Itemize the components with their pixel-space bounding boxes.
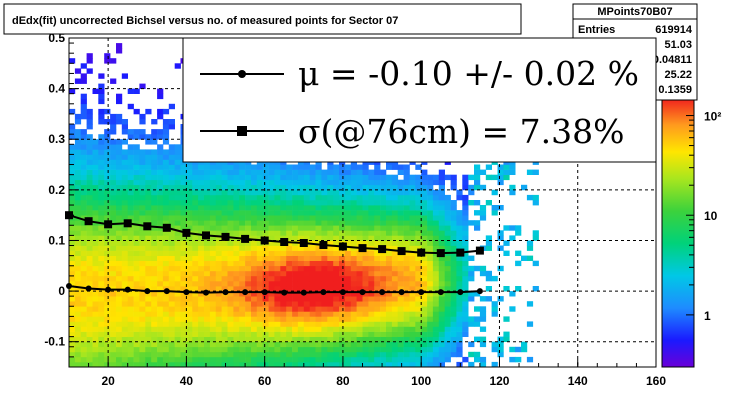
y-tick-label: 0.3: [48, 132, 65, 146]
data-point-mean: [476, 288, 483, 295]
stats-box-name: MPoints70B07: [597, 6, 672, 18]
stats-value: 51.03: [664, 39, 692, 51]
x-tick-label: 160: [646, 374, 666, 388]
data-point-sigma: [84, 217, 93, 226]
data-point-mean: [398, 289, 405, 296]
data-point-sigma: [143, 222, 152, 231]
x-tick-label: 140: [568, 374, 588, 388]
series-line-sigma: [68, 214, 481, 255]
stats-value: 25.22: [664, 69, 692, 81]
data-point-sigma: [475, 246, 484, 255]
stats-label: Entries: [578, 24, 615, 36]
data-point-mean: [359, 289, 366, 296]
x-tick-label: 120: [489, 374, 509, 388]
data-point-mean: [437, 289, 444, 296]
data-point-mean: [183, 289, 190, 296]
x-tick-label: 60: [258, 374, 272, 388]
data-point-mean: [300, 289, 307, 296]
legend-entry-mean: μ = -0.10 +/- 0.02 %: [298, 54, 639, 93]
y-tick-label: 0: [58, 284, 65, 298]
legend: μ = -0.10 +/- 0.02 % σ(@76cm) = 7.38%: [182, 37, 657, 163]
data-point-sigma: [436, 249, 445, 258]
color-scale-label: 1: [704, 309, 711, 323]
x-tick-label: 80: [336, 374, 350, 388]
data-point-sigma: [202, 231, 210, 240]
y-tick-label: -0.1: [44, 335, 65, 349]
data-point-mean: [418, 289, 425, 296]
data-point-mean: [203, 289, 209, 296]
legend-marker-circle: [238, 70, 246, 78]
legend-entry-sigma: σ(@76cm) = 7.38%: [298, 112, 625, 151]
data-point-sigma: [221, 232, 230, 241]
chart-title: dEdx(fit) uncorrected Bichsel versus no.…: [12, 15, 398, 27]
x-tick-label: 20: [101, 374, 115, 388]
axes: 20 40 60 80 100 120 140 160 -0.1 0 0.1 0.2 0.3 0.4 0.5: [44, 31, 666, 388]
data-point-mean: [261, 289, 268, 296]
stats-value: 0.1359: [658, 84, 692, 96]
data-point-sigma: [104, 220, 113, 229]
data-point-mean: [281, 289, 288, 296]
x-tick-label: 40: [180, 374, 194, 388]
data-point-sigma: [338, 242, 347, 251]
data-point-mean: [379, 289, 386, 296]
data-point-sigma: [162, 223, 171, 232]
data-point-sigma: [397, 247, 406, 256]
data-point-mean: [222, 289, 229, 296]
data-point-mean: [320, 289, 327, 296]
data-point-mean: [124, 286, 131, 293]
data-point-mean: [457, 289, 464, 296]
legend-marker-square: [237, 126, 247, 136]
data-point-sigma: [378, 245, 387, 254]
stats-value: 619914: [655, 24, 693, 36]
data-point-sigma: [260, 236, 269, 245]
data-point-sigma: [280, 238, 289, 246]
data-point-sigma: [456, 248, 465, 257]
color-scale-label: 10: [704, 209, 718, 223]
color-scale-label: 10²: [704, 110, 721, 124]
y-tick-label: 0.5: [48, 31, 65, 45]
title-box: [3, 3, 522, 35]
data-point-sigma: [123, 219, 132, 228]
data-point-mean: [144, 288, 151, 295]
data-point-sigma: [241, 234, 250, 243]
data-point-mean: [339, 289, 346, 296]
data-point-sigma: [358, 244, 367, 253]
data-point-mean: [163, 288, 170, 295]
x-tick-label: 100: [411, 374, 431, 388]
data-point-sigma: [417, 248, 426, 257]
y-tick-label: 0.1: [48, 233, 65, 247]
data-point-mean: [85, 285, 92, 292]
profile-series: [65, 211, 484, 296]
y-tick-label: 0.2: [48, 183, 65, 197]
series-line-mean: [68, 285, 480, 294]
data-point-sigma: [319, 241, 328, 249]
stats-value: 0.04811: [653, 54, 692, 66]
data-point-mean: [105, 286, 112, 293]
color-scale-ticks: 1 10 10²: [686, 110, 721, 323]
data-point-sigma: [299, 239, 308, 247]
data-point-mean: [242, 289, 249, 296]
data-point-sigma: [182, 228, 191, 237]
color-scale-bar: [661, 97, 695, 368]
y-tick-label: 0.4: [48, 82, 65, 96]
